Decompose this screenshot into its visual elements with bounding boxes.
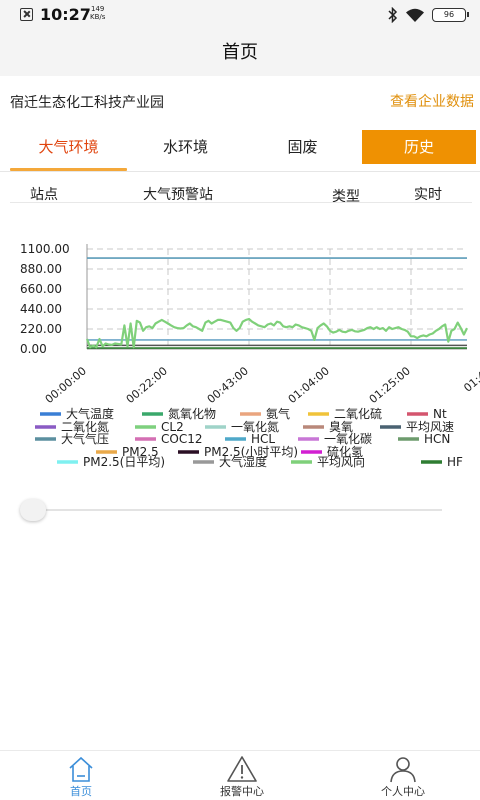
legend-item: 二氧化硫 <box>334 406 382 421</box>
legend-item: 氨气 <box>266 406 290 421</box>
legend-item: HCL <box>251 432 275 446</box>
tab-air-environment[interactable]: 大气环境 <box>38 138 99 156</box>
bottom-nav: 首页 报警中心 个人中心 <box>0 750 480 800</box>
legend-item: HF <box>447 455 463 469</box>
filter-divider <box>10 202 472 203</box>
site-label: 站点 <box>30 187 58 203</box>
legend-item: CL2 <box>161 420 184 434</box>
y-tick-label: 880.00 <box>20 262 62 276</box>
legend-item: PM2.5(日平均) <box>83 455 165 469</box>
company-name: 宿迁生态化工科技产业园 <box>10 95 164 111</box>
tab-history[interactable]: 历史 <box>362 130 476 164</box>
close-icon <box>20 8 33 21</box>
legend-item: 大气湿度 <box>219 454 267 469</box>
x-tick-label: 00:00:00 <box>43 364 89 406</box>
legend-item: 一氧化氮 <box>231 419 279 434</box>
x-tick-label: 01:04:00 <box>286 364 332 406</box>
nav-home-label: 首页 <box>70 785 92 798</box>
user-icon <box>390 757 416 783</box>
time-slider-track[interactable] <box>22 509 442 511</box>
y-tick-label: 440.00 <box>20 302 62 316</box>
tab-solid-waste[interactable]: 固废 <box>287 138 318 156</box>
legend-item: 一氧化碳 <box>324 432 372 446</box>
chart-svg: 1100.00 880.00 660.00 440.00 220.00 0.00 00:00… <box>20 242 480 469</box>
legend-item: COC12 <box>161 432 202 446</box>
network-speed-unit: KB/s <box>90 13 106 21</box>
type-selector[interactable]: 实时 <box>414 187 442 203</box>
time-slider-thumb[interactable] <box>20 499 46 521</box>
legend-item: PM2.5 <box>122 445 159 459</box>
company-row: 宿迁生态化工科技产业园 查看企业数据 <box>0 84 480 118</box>
legend-item: 臭氧 <box>329 419 353 434</box>
legend-item: 大气温度 <box>66 406 114 421</box>
y-tick-label: 0.00 <box>20 342 47 356</box>
nav-home[interactable]: 首页 <box>21 751 141 800</box>
legend-item: 大气气压 <box>61 431 109 446</box>
page-title: 首页 <box>222 42 258 63</box>
wifi-icon <box>406 8 424 22</box>
x-tick-label: 00:22:00 <box>124 364 170 406</box>
legend-item: PM2.5(小时平均) <box>204 445 298 459</box>
legend-item: Nt <box>433 407 447 421</box>
type-label: 类型 <box>332 189 360 205</box>
site-selector[interactable]: 大气预警站 <box>143 187 213 203</box>
battery-icon: 96 <box>432 8 469 22</box>
filter-row: 站点 大气预警站 类型 实时 <box>0 178 480 208</box>
nav-personal-center-label: 个人中心 <box>381 785 425 798</box>
nav-personal-center[interactable]: 个人中心 <box>343 751 463 800</box>
view-company-data-link[interactable]: 查看企业数据 <box>390 94 474 110</box>
home-icon <box>69 756 93 782</box>
y-tick-label: 660.00 <box>20 282 62 296</box>
warning-icon <box>227 756 257 782</box>
nav-alarm-center-label: 报警中心 <box>220 785 264 798</box>
x-tick-label: 01:46 <box>461 364 480 394</box>
network-speed-value: 149 <box>91 5 105 13</box>
tab-water-environment[interactable]: 水环境 <box>162 138 208 156</box>
network-speed: 149 KB/s <box>90 5 105 21</box>
status-bar: 10:27 149 KB/s 96 <box>0 0 480 30</box>
tabs-divider <box>0 171 480 172</box>
series-line-average-wind-direction <box>85 317 468 349</box>
nav-alarm-center[interactable]: 报警中心 <box>182 751 302 800</box>
legend-item: 平均风向 <box>317 454 365 469</box>
y-tick-label: 1100.00 <box>20 242 70 256</box>
legend-item: 平均风速 <box>406 420 454 434</box>
header: 首页 <box>0 30 480 76</box>
x-tick-label: 00:43:00 <box>205 364 251 406</box>
legend-item: 氮氧化物 <box>168 406 216 421</box>
legend-item: 硫化氢 <box>327 444 363 459</box>
line-chart: 1100.00 880.00 660.00 440.00 220.00 0.00 00:00… <box>0 230 480 470</box>
bluetooth-icon <box>388 7 398 23</box>
x-tick-label: 01:25:00 <box>367 364 413 406</box>
legend-item: HCN <box>424 432 450 446</box>
status-icons: 96 <box>388 6 469 24</box>
tab-bar: 大气环境 水环境 固废 历史 <box>0 130 480 171</box>
y-tick-label: 220.00 <box>20 322 62 336</box>
active-tab-indicator <box>10 168 127 171</box>
legend-item: 二氧化氮 <box>61 419 109 434</box>
status-time: 10:27 <box>40 5 91 24</box>
